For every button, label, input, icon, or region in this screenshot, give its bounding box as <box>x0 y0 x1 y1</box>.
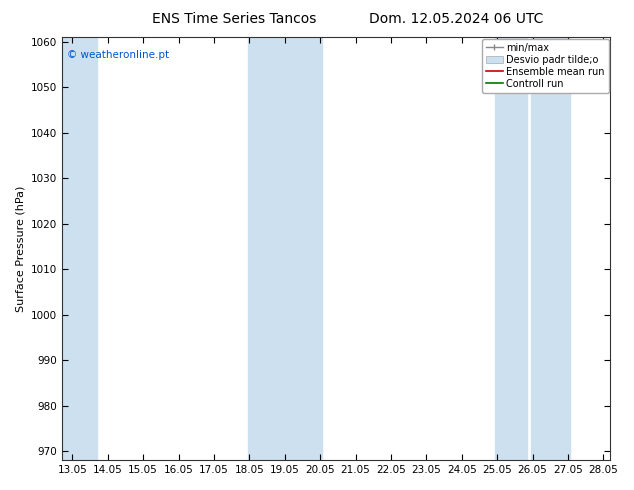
Bar <box>531 37 570 460</box>
Bar <box>61 37 97 460</box>
Legend: min/max, Desvio padr tilde;o, Ensemble mean run, Controll run: min/max, Desvio padr tilde;o, Ensemble m… <box>482 39 609 93</box>
Bar <box>247 37 301 460</box>
Bar <box>301 37 322 460</box>
Bar <box>495 37 527 460</box>
Text: Dom. 12.05.2024 06 UTC: Dom. 12.05.2024 06 UTC <box>369 12 544 26</box>
Text: © weatheronline.pt: © weatheronline.pt <box>67 50 169 60</box>
Y-axis label: Surface Pressure (hPa): Surface Pressure (hPa) <box>15 185 25 312</box>
Text: ENS Time Series Tancos: ENS Time Series Tancos <box>152 12 317 26</box>
